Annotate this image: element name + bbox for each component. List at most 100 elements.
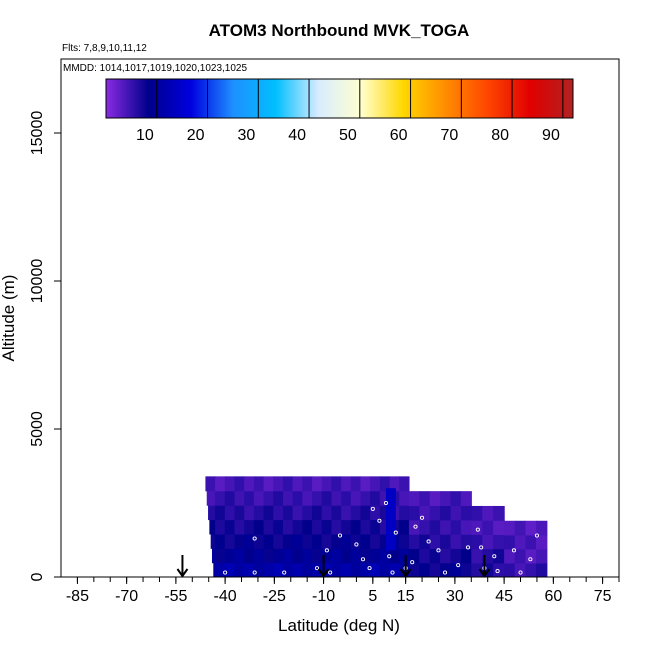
curtain-cell: [253, 548, 265, 564]
colorbar-tick-label: 20: [187, 127, 205, 144]
sample-point: [387, 554, 392, 559]
curtain-cell: [450, 548, 462, 564]
curtain-cell: [379, 562, 391, 577]
curtain-cell: [292, 562, 303, 577]
curtain-cell: [253, 562, 265, 577]
colorbar-tick-label: 80: [491, 127, 509, 144]
curtain-cell: [282, 548, 294, 564]
sample-point: [377, 518, 382, 523]
curtain-cell: [205, 476, 216, 492]
curtain-cell: [244, 533, 255, 549]
curtain-cell: [350, 548, 362, 564]
sample-point: [383, 500, 389, 506]
curtain-cell: [504, 534, 516, 550]
curtain-cell: [370, 562, 381, 577]
curtain-cell: [450, 491, 462, 507]
curtain-cell: [419, 562, 431, 577]
curtain-cell: [514, 548, 527, 564]
curtain-cell: [208, 505, 216, 521]
curtain-cell: [331, 562, 342, 577]
curtain-cell: [440, 491, 452, 507]
curtain-cell: [263, 490, 274, 506]
y-tick-label: 15000: [29, 111, 46, 156]
sample-point: [337, 533, 343, 538]
sample-point: [528, 557, 533, 562]
curtain-cell: [536, 562, 548, 577]
colorbar-ticks: 10 20 30 40 50 60 70 80 90: [136, 79, 564, 144]
curtain-cell: [234, 490, 245, 506]
curtain-cell: [360, 519, 371, 535]
curtain-cell: [302, 490, 313, 506]
x-tick-label: -40: [214, 588, 237, 605]
curtain-cell: [482, 548, 494, 564]
curtain-cell: [429, 548, 441, 564]
colorbar-tick-label: 10: [136, 127, 154, 144]
curtain-cell: [360, 476, 371, 492]
curtain-cell: [292, 490, 303, 506]
curtain-cell: [525, 548, 537, 564]
colorbar: 10 20 30 40 50 60 70 80 90: [105, 78, 574, 144]
curtain-cell: [302, 505, 313, 521]
sample-point: [479, 545, 484, 550]
x-tick-label: -85: [66, 588, 89, 605]
curtain-cell: [360, 490, 371, 506]
curtain-cell: [341, 490, 352, 506]
curtain-cell: [429, 519, 441, 535]
curtain-cell: [460, 505, 472, 521]
curtain-cell: [440, 562, 452, 577]
curtain-cell: [360, 533, 371, 549]
curtain-cell: [471, 562, 483, 577]
curtain-cell: [450, 505, 462, 521]
curtain-cell: [379, 548, 391, 564]
curtain-cell: [215, 562, 226, 577]
curtain-cell: [536, 520, 548, 536]
curtain-cell: [215, 548, 226, 564]
curtain-cell: [273, 562, 284, 577]
curtain-cell: [215, 476, 226, 492]
curtain-cell: [350, 562, 362, 577]
curtain-cell: [429, 562, 441, 577]
x-tick-label: -55: [164, 588, 187, 605]
sample-point: [354, 542, 359, 547]
curtain-cell: [399, 505, 410, 521]
curtain-cell: [482, 534, 494, 550]
colorbar-tick-label: 60: [390, 127, 408, 144]
curtain-cell: [209, 519, 216, 535]
x-tick-label: 60: [544, 588, 562, 605]
curtain-cell: [292, 533, 303, 549]
curtain-cell: [282, 533, 294, 549]
curtain-cell: [460, 491, 472, 507]
curtain-cell: [370, 490, 381, 506]
curtain-cell: [450, 519, 462, 535]
curtain-cell: [273, 505, 284, 521]
curtain-cell: [273, 490, 284, 506]
curtain-cell: [408, 505, 420, 521]
curtain-cell: [244, 476, 255, 492]
sample-point: [426, 539, 431, 544]
curtain-cell: [350, 505, 362, 521]
curtain-cell: [292, 519, 303, 535]
sample-point: [393, 530, 398, 535]
sample-point: [328, 570, 333, 575]
sample-point: [420, 515, 425, 520]
curtain-cell: [224, 505, 236, 521]
curtain-cell: [419, 534, 431, 549]
curtain-cell: [379, 519, 391, 535]
curtain-cell: [215, 519, 226, 535]
curtain-cell: [389, 548, 400, 564]
curtain-cell: [370, 476, 381, 492]
curtain-cell: [389, 476, 400, 492]
curtain-cell: [224, 533, 236, 549]
curtain-cell: [331, 490, 342, 506]
profile-marker-head: [478, 568, 491, 578]
curtain-cell: [450, 562, 462, 577]
y-tick-label: 0: [29, 572, 46, 581]
curtain-cell: [234, 505, 245, 521]
curtain-cell: [302, 519, 313, 535]
x-tick-label: -70: [115, 588, 138, 605]
curtain-cell: [460, 519, 472, 535]
sample-point: [413, 524, 418, 529]
curtain-cell: [331, 519, 342, 535]
y-tick-label: 10000: [29, 259, 46, 304]
curtain-cell: [234, 548, 245, 564]
